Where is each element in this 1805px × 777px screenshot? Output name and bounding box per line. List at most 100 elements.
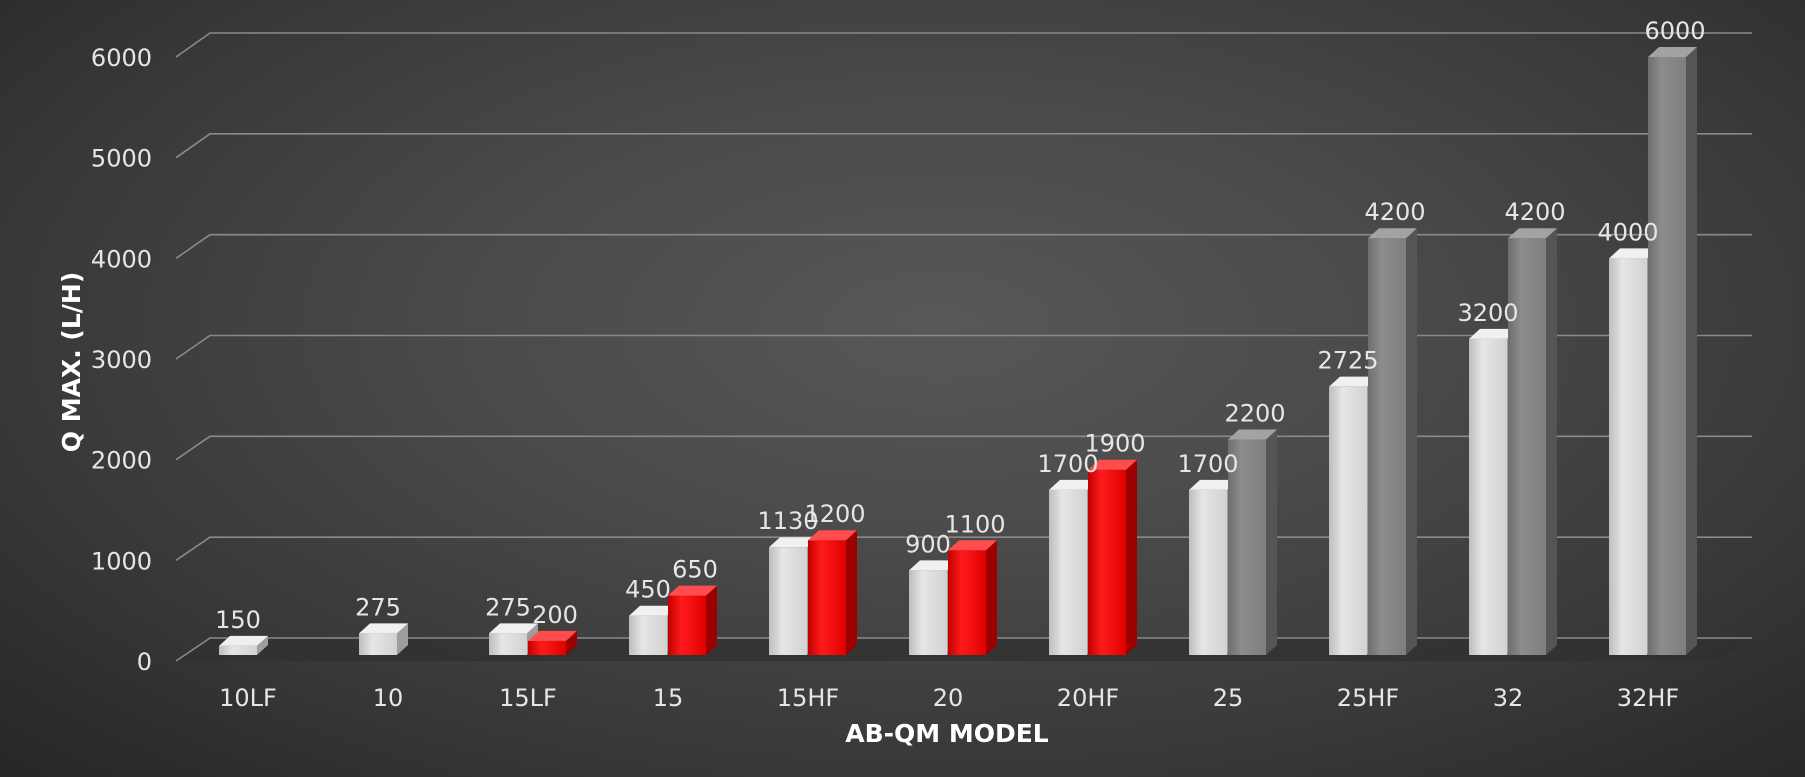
- bar-front: [1469, 338, 1507, 655]
- x-tick-label: 25: [1213, 684, 1244, 712]
- bar-side: [397, 623, 408, 655]
- y-tick-label: 1000: [91, 547, 152, 575]
- bar-front: [489, 633, 527, 655]
- bar-top: [1189, 479, 1238, 490]
- bar-front: [528, 640, 566, 655]
- data-label: 1700: [1177, 450, 1238, 478]
- bar-front: [1228, 439, 1266, 655]
- x-tick-label: 25HF: [1337, 684, 1399, 712]
- data-label: 2200: [1224, 400, 1285, 428]
- data-label: 200: [532, 601, 578, 629]
- bar: [219, 635, 268, 655]
- bar-front: [1049, 489, 1087, 655]
- y-axis-title: Q MAX. (L/H): [57, 272, 86, 453]
- gridline: [175, 133, 1752, 159]
- x-tick-label: 10LF: [219, 684, 277, 712]
- y-tick-label: 2000: [91, 447, 152, 475]
- bar-top: [668, 585, 717, 596]
- bar-side: [1686, 47, 1697, 655]
- bar-front: [1368, 238, 1406, 655]
- bar-front: [948, 550, 986, 655]
- data-label: 275: [355, 593, 401, 621]
- data-label: 4000: [1597, 218, 1658, 246]
- x-tick-label: 32HF: [1617, 684, 1679, 712]
- bar-top: [1088, 459, 1137, 470]
- data-label: 6000: [1644, 17, 1705, 45]
- bar: [1228, 429, 1277, 655]
- bar-top: [359, 623, 408, 634]
- data-label: 1700: [1037, 450, 1098, 478]
- bar-side: [566, 630, 577, 655]
- y-tick-label: 4000: [91, 245, 152, 273]
- data-label: 150: [215, 606, 261, 634]
- bar-top: [489, 623, 538, 634]
- bar-side: [1266, 429, 1277, 655]
- data-label: 1200: [804, 500, 865, 528]
- x-tick-label: 15: [653, 684, 684, 712]
- bar: [1648, 47, 1697, 655]
- data-label: 275: [485, 593, 531, 621]
- data-label: 1100: [944, 510, 1005, 538]
- bar-front: [359, 633, 397, 655]
- bar-top: [1228, 429, 1277, 440]
- bar-top: [528, 630, 577, 641]
- gridline: [175, 334, 1752, 360]
- x-tick-label: 32: [1493, 684, 1524, 712]
- bar: [359, 623, 408, 655]
- y-tick-label: 0: [137, 648, 152, 676]
- bar: [528, 630, 577, 655]
- bars: [219, 47, 1697, 656]
- bar-front: [909, 570, 947, 655]
- y-axis-ticks: 0 1000 2000 3000 4000 5000 6000: [91, 44, 152, 676]
- bar-side: [846, 530, 857, 655]
- x-tick-label: 20: [933, 684, 964, 712]
- data-label: 1900: [1084, 430, 1145, 458]
- bar-top: [948, 540, 997, 551]
- x-tick-label: 15HF: [777, 684, 839, 712]
- bar-side: [1406, 228, 1417, 655]
- bar-front: [1088, 469, 1126, 655]
- data-label: 3200: [1457, 299, 1518, 327]
- bar-top: [769, 537, 818, 548]
- x-axis-title: AB-QM MODEL: [845, 719, 1049, 748]
- bar-top: [909, 560, 958, 571]
- data-label: 2725: [1317, 347, 1378, 375]
- y-tick-label: 6000: [91, 44, 152, 72]
- bar-front: [1648, 57, 1686, 655]
- bar-front: [1189, 489, 1227, 655]
- bar-front: [1609, 258, 1647, 655]
- bar-top: [1469, 328, 1518, 339]
- x-tick-label: 10: [373, 684, 404, 712]
- data-label: 900: [905, 530, 951, 558]
- x-tick-label: 15LF: [499, 684, 557, 712]
- bar-top: [1329, 376, 1378, 387]
- x-tick-label: 20HF: [1057, 684, 1119, 712]
- x-axis-ticks: 10LF 10 15LF 15 15HF 20 20HF 25 25HF 32 32HF: [219, 684, 1679, 712]
- bar: [1508, 228, 1557, 655]
- gridline: [175, 32, 1752, 58]
- bar-top: [1368, 228, 1417, 239]
- y-tick-label: 3000: [91, 346, 152, 374]
- bar: [948, 540, 997, 655]
- bar-front: [808, 540, 846, 655]
- bar-side: [257, 635, 268, 655]
- bar-side: [986, 540, 997, 655]
- bar-top: [1648, 47, 1697, 57]
- bar: [808, 530, 857, 655]
- data-label: 4200: [1364, 198, 1425, 226]
- bar: [1088, 459, 1137, 655]
- bar-front: [219, 645, 257, 655]
- data-label: 1130: [757, 507, 818, 535]
- data-labels: 150 275 275 2004506501130120090011001700190…: [215, 17, 1705, 634]
- bar-front: [1508, 238, 1546, 655]
- gridline: [175, 233, 1752, 259]
- bar: [1368, 228, 1417, 655]
- data-label: 4200: [1504, 198, 1565, 226]
- bar-side: [1126, 459, 1137, 655]
- bar-top: [629, 605, 678, 616]
- y-tick-label: 5000: [91, 145, 152, 173]
- bar-front: [629, 615, 667, 655]
- data-label: 450: [625, 576, 671, 604]
- data-label: 650: [672, 556, 718, 584]
